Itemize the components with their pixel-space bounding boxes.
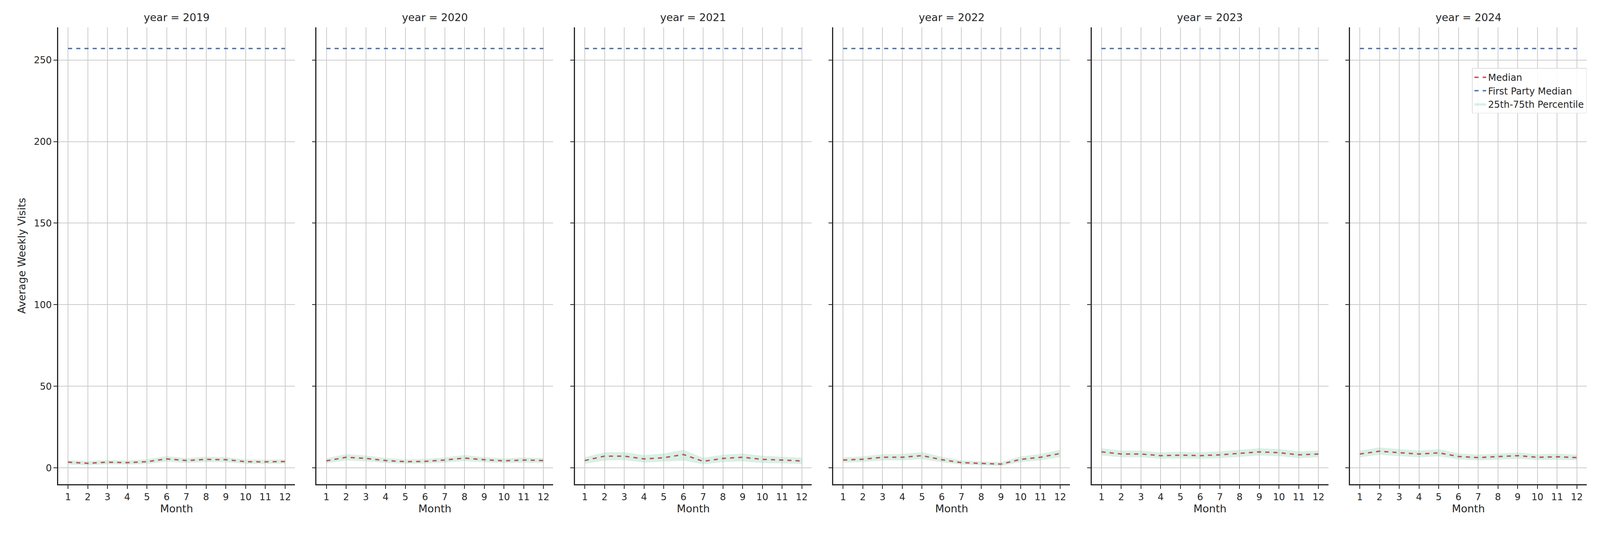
svg-text:10: 10 — [498, 491, 511, 503]
svg-text:200: 200 — [33, 136, 52, 148]
svg-text:Average Weekly Visits: Average Weekly Visits — [15, 197, 28, 314]
svg-text:5: 5 — [660, 491, 667, 503]
svg-text:4: 4 — [1416, 491, 1422, 503]
svg-text:10: 10 — [239, 491, 252, 503]
svg-text:8: 8 — [719, 491, 726, 503]
svg-text:4: 4 — [382, 491, 389, 503]
svg-text:11: 11 — [776, 491, 789, 503]
svg-text:1: 1 — [323, 491, 330, 503]
svg-text:6: 6 — [422, 491, 429, 503]
svg-text:250: 250 — [33, 54, 52, 66]
svg-text:4: 4 — [124, 491, 131, 503]
svg-text:12: 12 — [278, 491, 292, 503]
svg-text:100: 100 — [33, 299, 52, 311]
svg-text:7: 7 — [1216, 491, 1223, 503]
svg-text:4: 4 — [1157, 491, 1164, 503]
svg-text:2: 2 — [1118, 491, 1125, 503]
svg-text:5: 5 — [1435, 491, 1442, 503]
svg-text:Month: Month — [676, 502, 710, 515]
svg-text:11: 11 — [1551, 491, 1564, 503]
svg-text:6: 6 — [1455, 491, 1462, 503]
svg-text:year = 2024: year = 2024 — [1435, 11, 1502, 24]
svg-text:5: 5 — [144, 491, 150, 503]
svg-text:10: 10 — [1014, 491, 1027, 503]
svg-text:9: 9 — [1514, 491, 1521, 503]
svg-text:10: 10 — [1531, 491, 1544, 503]
svg-text:6: 6 — [1197, 491, 1204, 503]
svg-text:8: 8 — [1494, 491, 1501, 503]
svg-text:2: 2 — [343, 491, 350, 503]
svg-text:Month: Month — [1451, 502, 1486, 515]
svg-text:8: 8 — [1236, 491, 1243, 503]
svg-text:2: 2 — [1376, 491, 1383, 503]
svg-text:year = 2022: year = 2022 — [918, 11, 985, 24]
svg-text:6: 6 — [680, 491, 687, 503]
svg-text:3: 3 — [104, 491, 111, 503]
svg-text:First Party Median: First Party Median — [1488, 85, 1573, 97]
svg-text:50: 50 — [39, 381, 52, 393]
svg-text:3: 3 — [362, 491, 369, 503]
svg-text:1: 1 — [65, 491, 72, 503]
svg-text:1: 1 — [581, 491, 588, 503]
svg-text:8: 8 — [461, 491, 468, 503]
svg-text:25th-75th Percentile: 25th-75th Percentile — [1488, 99, 1584, 111]
svg-text:1: 1 — [1357, 491, 1363, 503]
svg-text:6: 6 — [938, 491, 945, 503]
svg-text:3: 3 — [1137, 491, 1144, 503]
svg-text:Month: Month — [935, 502, 969, 515]
svg-text:0: 0 — [45, 462, 52, 474]
svg-text:4: 4 — [641, 491, 647, 503]
svg-text:12: 12 — [1570, 491, 1583, 503]
svg-text:8: 8 — [203, 491, 209, 503]
svg-text:11: 11 — [1034, 491, 1047, 503]
svg-text:5: 5 — [1177, 491, 1184, 503]
svg-text:10: 10 — [756, 491, 769, 503]
svg-text:12: 12 — [537, 491, 550, 503]
svg-text:12: 12 — [795, 491, 808, 503]
svg-text:Month: Month — [1193, 502, 1227, 515]
svg-text:9: 9 — [223, 491, 229, 503]
svg-text:9: 9 — [1256, 491, 1263, 503]
svg-text:10: 10 — [1273, 491, 1286, 503]
svg-text:3: 3 — [1396, 491, 1403, 503]
svg-text:7: 7 — [1475, 491, 1482, 503]
svg-text:7: 7 — [183, 491, 190, 503]
svg-text:2: 2 — [84, 491, 91, 503]
svg-text:12: 12 — [1312, 491, 1325, 503]
svg-text:3: 3 — [879, 491, 886, 503]
svg-text:8: 8 — [978, 491, 984, 503]
svg-text:9: 9 — [998, 491, 1004, 503]
svg-text:9: 9 — [481, 491, 488, 503]
svg-text:3: 3 — [621, 491, 627, 503]
svg-text:7: 7 — [958, 491, 965, 503]
svg-text:5: 5 — [402, 491, 409, 503]
svg-text:year = 2020: year = 2020 — [401, 11, 468, 24]
svg-text:4: 4 — [899, 491, 906, 503]
svg-text:150: 150 — [33, 217, 52, 229]
svg-text:11: 11 — [1292, 491, 1306, 503]
svg-text:11: 11 — [517, 491, 530, 503]
svg-text:9: 9 — [739, 491, 746, 503]
svg-text:7: 7 — [441, 491, 448, 503]
svg-text:year = 2019: year = 2019 — [143, 11, 210, 24]
svg-text:1: 1 — [840, 491, 847, 503]
svg-text:year = 2023: year = 2023 — [1176, 11, 1243, 24]
svg-text:6: 6 — [163, 491, 170, 503]
svg-text:year = 2021: year = 2021 — [660, 11, 727, 24]
svg-text:7: 7 — [700, 491, 706, 503]
svg-text:2: 2 — [601, 491, 608, 503]
svg-text:Month: Month — [160, 502, 194, 515]
svg-text:5: 5 — [919, 491, 925, 503]
svg-text:Median: Median — [1488, 72, 1523, 84]
svg-text:11: 11 — [259, 491, 272, 503]
svg-text:12: 12 — [1054, 491, 1067, 503]
svg-text:2: 2 — [859, 491, 866, 503]
svg-text:Month: Month — [418, 502, 452, 515]
svg-text:1: 1 — [1098, 491, 1105, 503]
